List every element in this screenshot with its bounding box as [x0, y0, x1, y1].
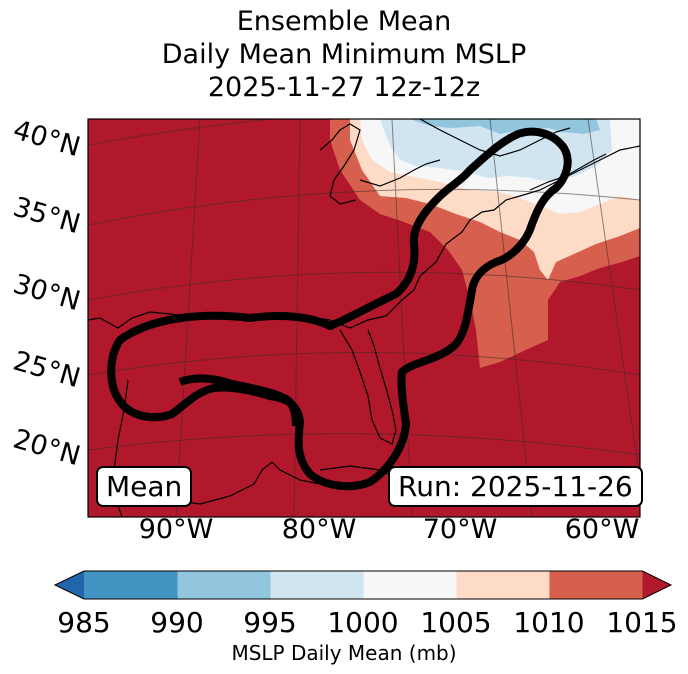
- colorbar-bin-4: [363, 571, 457, 599]
- colorbar-tick-1015: 1015: [606, 606, 678, 639]
- lon-label-80w: 80°W: [281, 514, 357, 545]
- colorbar: [53, 570, 673, 600]
- map-plot-area: [88, 119, 640, 517]
- lon-label-70w: 70°W: [422, 514, 498, 545]
- colorbar-bin-5: [456, 571, 550, 599]
- colorbar-bin-6: [549, 571, 643, 599]
- mslp-band-990: [410, 119, 600, 134]
- colorbar-tick-995: 995: [243, 606, 297, 639]
- colorbar-tick-1000: 1000: [327, 606, 399, 639]
- mean-label-box: Mean: [96, 466, 193, 507]
- colorbar-extend-high: [642, 571, 671, 599]
- colorbar-extend-low: [55, 571, 84, 599]
- chart-title-line2: Daily Mean Minimum MSLP: [161, 39, 527, 70]
- colorbar-tick-990: 990: [150, 606, 204, 639]
- colorbar-bin-1: [84, 571, 178, 599]
- ensemble-contour: [107, 127, 572, 491]
- colorbar-tick-1010: 1010: [513, 606, 585, 639]
- colorbar-tick-985: 985: [57, 606, 111, 639]
- run-date-box: Run: 2025-11-26: [388, 466, 643, 507]
- colorbar-tick-1005: 1005: [420, 606, 492, 639]
- colorbar-bin-2: [177, 571, 271, 599]
- lon-label-60w: 60°W: [564, 514, 640, 545]
- map-frame: [87, 118, 641, 518]
- colorbar-label: MSLP Daily Mean (mb): [231, 641, 457, 665]
- lon-label-90w: 90°W: [138, 514, 214, 545]
- chart-title-line1: Ensemble Mean: [236, 6, 452, 37]
- colorbar-bin-3: [270, 571, 364, 599]
- colorbar-outline: [53, 570, 673, 600]
- chart-title-line3: 2025-11-27 12z-12z: [207, 72, 481, 103]
